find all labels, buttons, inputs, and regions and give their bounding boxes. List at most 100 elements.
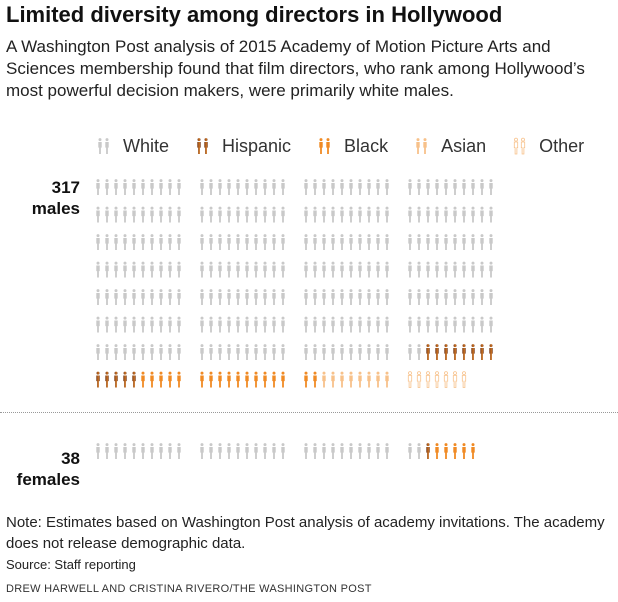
person-mark-hispanic-male bbox=[96, 371, 100, 388]
person-mark-white-male bbox=[105, 261, 109, 278]
footnote: Note: Estimates based on Washington Post… bbox=[6, 514, 605, 552]
person-mark-white-male bbox=[150, 206, 154, 223]
person-mark-white-male bbox=[367, 261, 371, 278]
person-mark-white-male bbox=[141, 344, 145, 360]
legend-label-other: Other bbox=[539, 135, 585, 156]
person-mark-white-male bbox=[177, 179, 181, 195]
hispanic-person-pair-icon bbox=[197, 138, 208, 154]
person-mark-white-male bbox=[435, 316, 439, 333]
person-mark-white-male bbox=[263, 344, 267, 360]
person-mark-white-male bbox=[254, 234, 258, 250]
person-mark-black-male bbox=[263, 371, 267, 388]
person-mark-white-male bbox=[322, 344, 326, 360]
person-mark-white-female bbox=[209, 443, 213, 459]
person-mark-white-male bbox=[263, 206, 267, 223]
person-mark-white-male bbox=[236, 234, 240, 250]
person-mark-white-male bbox=[209, 344, 213, 360]
person-mark-white-male bbox=[444, 289, 448, 305]
person-mark-white-male bbox=[480, 234, 484, 250]
person-mark-white-male bbox=[313, 179, 317, 195]
person-mark-white-male bbox=[471, 206, 475, 223]
person-mark-white-male bbox=[489, 316, 493, 333]
person-mark-white-male bbox=[313, 316, 317, 333]
legend-label-black: Black bbox=[344, 135, 389, 156]
person-mark-white-male bbox=[177, 234, 181, 250]
person-mark-white-male bbox=[227, 316, 231, 333]
person-mark-white-male bbox=[349, 344, 353, 360]
person-mark-white-male bbox=[471, 179, 475, 195]
person-mark-white-female bbox=[105, 443, 109, 459]
person-mark-white-female bbox=[417, 443, 421, 459]
person-mark-white-male bbox=[444, 179, 448, 195]
person-mark-asian-male bbox=[358, 371, 362, 388]
person-mark-white-male bbox=[168, 344, 172, 360]
person-mark-white-male bbox=[141, 234, 145, 250]
person-mark-black-female bbox=[471, 443, 475, 459]
person-mark-black-male bbox=[168, 371, 172, 388]
person-mark-white-male bbox=[489, 234, 493, 250]
person-mark-white-male bbox=[272, 289, 276, 305]
person-mark-white-male bbox=[349, 179, 353, 195]
person-mark-white-male bbox=[435, 261, 439, 278]
person-mark-white-male bbox=[177, 261, 181, 278]
person-mark-white-female bbox=[304, 443, 308, 459]
person-mark-black-female bbox=[444, 443, 448, 459]
person-mark-white-male bbox=[168, 234, 172, 250]
person-mark-white-male bbox=[245, 179, 249, 195]
person-mark-white-male bbox=[281, 234, 285, 250]
person-mark-white-female bbox=[141, 443, 145, 459]
person-mark-hispanic-male bbox=[462, 344, 466, 360]
person-mark-white-male bbox=[123, 344, 127, 360]
person-mark-asian-male bbox=[322, 371, 326, 388]
person-mark-white-male bbox=[453, 316, 457, 333]
person-mark-hispanic-male bbox=[471, 344, 475, 360]
person-mark-white-female bbox=[263, 443, 267, 459]
person-mark-white-male bbox=[453, 289, 457, 305]
person-mark-white-male bbox=[209, 261, 213, 278]
person-mark-white-male bbox=[462, 289, 466, 305]
person-mark-white-male bbox=[376, 206, 380, 223]
person-mark-white-male bbox=[209, 206, 213, 223]
person-mark-white-male bbox=[150, 179, 154, 195]
person-mark-white-male bbox=[385, 289, 389, 305]
person-mark-white-male bbox=[227, 289, 231, 305]
person-mark-white-male bbox=[462, 261, 466, 278]
person-mark-white-male bbox=[132, 289, 136, 305]
chart-subtitle: A Washington Post analysis of 2015 Acade… bbox=[6, 37, 585, 100]
person-mark-white-male bbox=[227, 234, 231, 250]
person-mark-white-male bbox=[141, 261, 145, 278]
person-mark-other-male bbox=[434, 371, 440, 388]
person-mark-black-male bbox=[227, 371, 231, 388]
person-mark-white-male bbox=[245, 316, 249, 333]
person-mark-other-male bbox=[452, 371, 458, 388]
person-mark-white-male bbox=[340, 261, 344, 278]
males-count: 317 bbox=[51, 178, 80, 197]
person-mark-white-male bbox=[218, 344, 222, 360]
person-mark-white-male bbox=[444, 261, 448, 278]
person-mark-white-male bbox=[349, 316, 353, 333]
person-mark-black-male bbox=[313, 371, 317, 388]
person-mark-white-male bbox=[426, 316, 430, 333]
person-mark-white-male bbox=[376, 261, 380, 278]
person-mark-white-male bbox=[96, 261, 100, 278]
person-mark-white-male bbox=[376, 316, 380, 333]
person-mark-white-male bbox=[105, 344, 109, 360]
person-mark-white-male bbox=[105, 206, 109, 223]
person-mark-black-female bbox=[453, 443, 457, 459]
person-mark-white-male bbox=[96, 206, 100, 223]
person-mark-white-male bbox=[132, 344, 136, 360]
person-mark-white-male bbox=[281, 344, 285, 360]
person-mark-white-male bbox=[313, 234, 317, 250]
person-mark-white-male bbox=[177, 289, 181, 305]
person-mark-white-male bbox=[408, 344, 412, 360]
person-mark-white-male bbox=[426, 206, 430, 223]
person-mark-white-male bbox=[462, 316, 466, 333]
person-mark-white-male bbox=[254, 344, 258, 360]
person-mark-white-male bbox=[200, 179, 204, 195]
person-mark-white-male bbox=[132, 206, 136, 223]
person-mark-white-male bbox=[105, 316, 109, 333]
person-mark-white-male bbox=[114, 289, 118, 305]
person-mark-white-male bbox=[340, 234, 344, 250]
person-mark-white-male bbox=[358, 344, 362, 360]
person-mark-white-male bbox=[272, 316, 276, 333]
